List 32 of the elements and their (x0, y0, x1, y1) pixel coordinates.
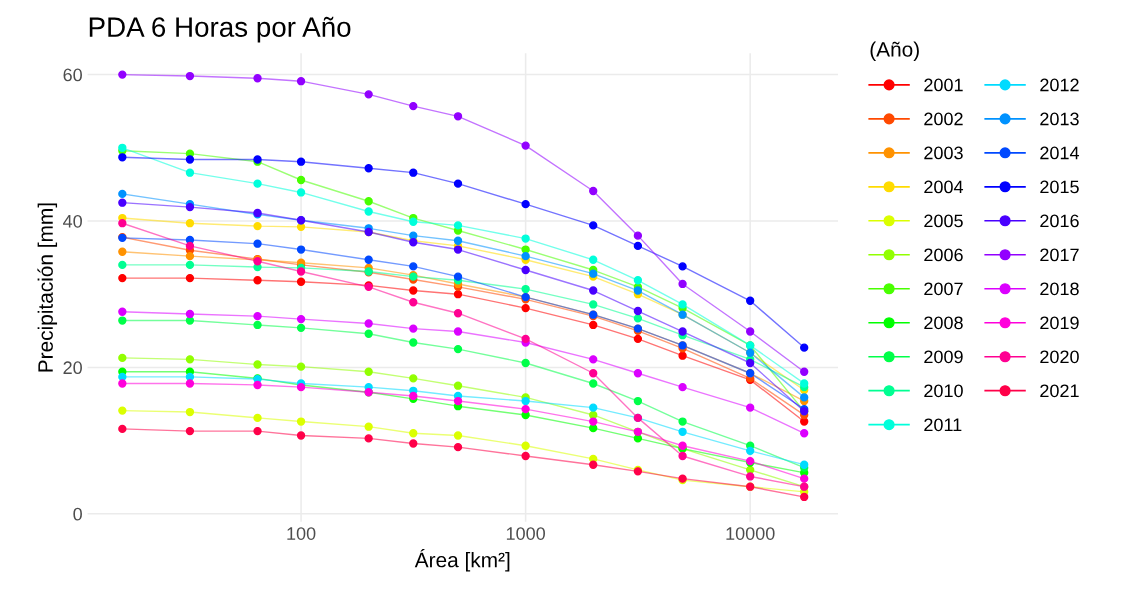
legend-label: 2011 (924, 418, 962, 432)
legend-label: 2018 (1040, 282, 1079, 296)
legend-label: 2005 (924, 214, 963, 228)
legend-label: 2021 (1040, 384, 1079, 398)
legend-label: 2002 (924, 112, 963, 126)
legend-label: 2019 (1040, 316, 1079, 330)
legend-label: 2008 (924, 316, 963, 330)
legend-label: 2015 (1040, 180, 1079, 194)
legend-label: 2016 (1040, 214, 1079, 228)
x-tick-label: 10000 (726, 527, 775, 540)
x-tick-label: 1000 (506, 527, 545, 540)
legend-label: 2003 (924, 146, 963, 160)
x-axis-title: Área [km²] (414, 549, 510, 572)
legend-label: 2017 (1040, 248, 1079, 262)
x-tick-label: 100 (287, 527, 316, 540)
legend-label: 2007 (924, 282, 963, 296)
legend-label: 2020 (1040, 350, 1079, 364)
legend-label: 2004 (924, 180, 964, 194)
legend-label: 2012 (1040, 78, 1079, 92)
y-tick-label: 20 (63, 361, 82, 375)
legend-label: 2013 (1040, 112, 1079, 126)
legend-label: 2001 (924, 78, 963, 92)
legend-label: 2006 (924, 248, 963, 262)
y-tick-label: 60 (63, 68, 82, 82)
legend-label: 2010 (924, 384, 963, 398)
y-tick-label: 0 (73, 507, 82, 521)
legend-label: 2009 (924, 350, 963, 364)
legend-title: (Año) (870, 41, 919, 61)
y-axis-title: Precipitación [mm] (37, 203, 58, 372)
y-tick-label: 40 (63, 214, 82, 228)
legend-label: 2014 (1040, 146, 1080, 160)
chart-title: PDA 6 Horas por Año (89, 16, 351, 43)
